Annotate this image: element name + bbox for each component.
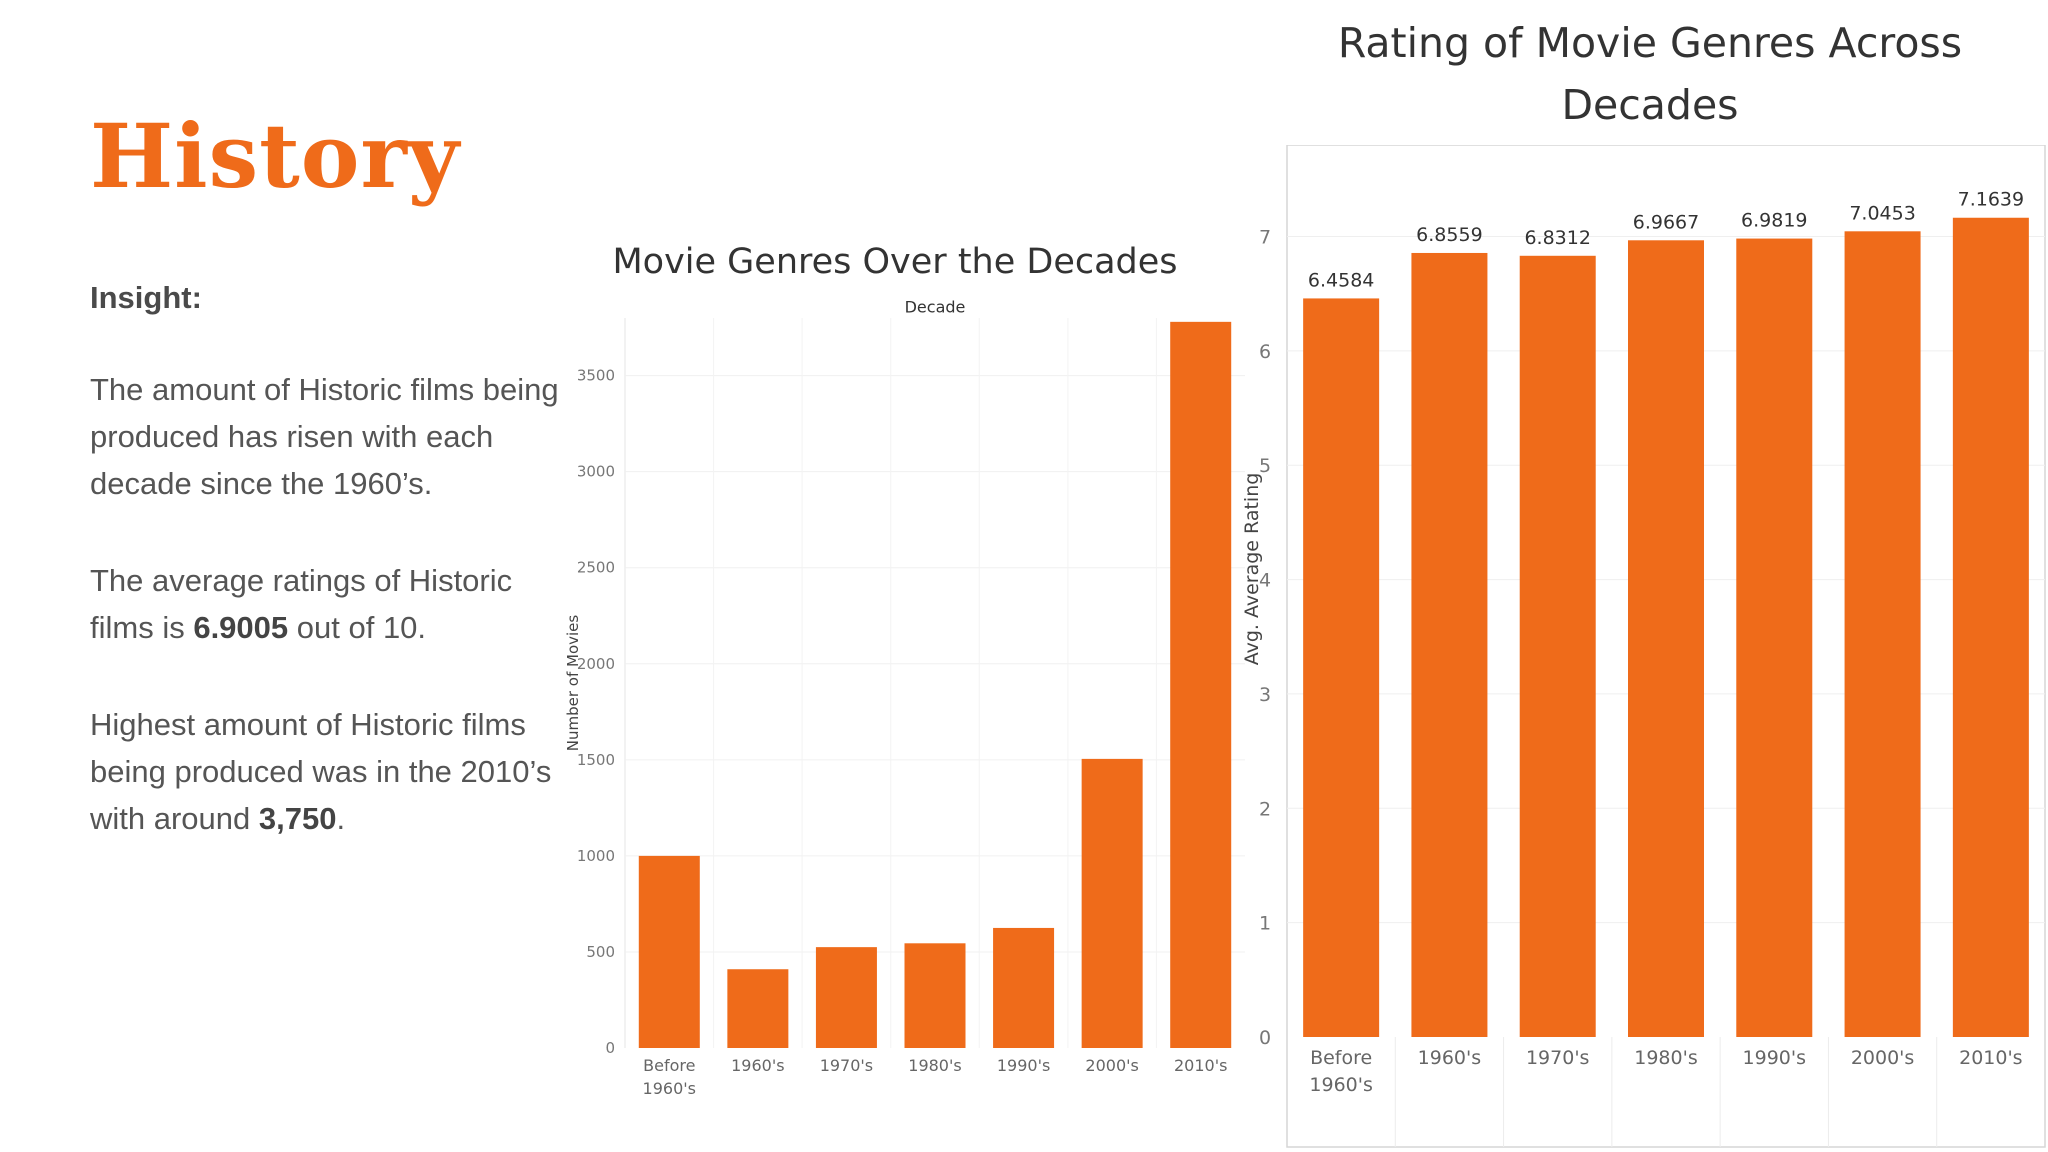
chart2-data-label: 6.4584 <box>1308 269 1374 291</box>
chart2-title: Rating of Movie Genres Across Decades <box>1337 19 1963 129</box>
chart1-ytick-label: 2500 <box>577 559 615 577</box>
chart2-data-label: 6.8312 <box>1524 227 1590 249</box>
insight-paragraph-1: The amount of Historic films being produ… <box>90 372 559 501</box>
chart1-bar <box>1170 321 1232 1048</box>
chart2-ytick-label: 7 <box>1259 226 1271 248</box>
chart2-bar <box>1844 231 1921 1038</box>
chart2-ytick-label: 0 <box>1259 1027 1271 1049</box>
page-title: History <box>90 104 460 208</box>
chart2-data-label: 6.9819 <box>1741 210 1807 232</box>
insight-paragraph-2: The average ratings of Historic films is… <box>90 557 560 651</box>
chart2-xtick-label: 1980's <box>1634 1047 1697 1069</box>
insight-p2-text: The average ratings of Historic films is <box>90 563 513 645</box>
chart2-ytick-label: 5 <box>1259 455 1271 477</box>
insight-p3-text: Highest amount of Historic films being p… <box>90 707 552 836</box>
chart1-bar <box>727 969 789 1048</box>
chart1-bar <box>993 927 1055 1048</box>
chart1-xtick-label: Before <box>643 1056 695 1075</box>
avg-rating-value: 6.9005 <box>193 610 289 645</box>
chart2-xtick-label: Before <box>1310 1047 1372 1069</box>
chart2-frame <box>1286 145 2046 1148</box>
insight-p3-tail: . <box>336 801 346 836</box>
chart1-bar <box>638 855 700 1048</box>
chart2-bar <box>1519 255 1596 1037</box>
chart2-data-label: 6.8559 <box>1416 224 1482 246</box>
chart1-ytick-label: 0 <box>605 1039 615 1057</box>
chart2-bar <box>1736 238 1813 1037</box>
chart2-xtick-label: 1970's <box>1526 1047 1589 1069</box>
chart1-plot: Decade Number of Movies 0 500 1000 1500 2000 25… <box>564 300 1245 1098</box>
chart1-bar <box>904 943 966 1048</box>
chart1-xtick-label: 1980's <box>908 1056 961 1075</box>
chart2-data-label: 7.0453 <box>1849 202 1915 224</box>
insight-panel: Insight: The amount of Historic films be… <box>90 280 560 892</box>
chart2-bar <box>1411 252 1488 1037</box>
insight-p2-tail: out of 10. <box>288 610 427 645</box>
peak-count-value: 3,750 <box>258 801 337 836</box>
chart2-bar <box>1628 240 1704 1037</box>
chart1-xtick-label: 1990's <box>997 1056 1050 1075</box>
chart1-ytick-label: 500 <box>586 943 615 961</box>
chart1-xaxis-title: Decade <box>905 300 966 317</box>
insight-heading: Insight: <box>90 280 202 315</box>
chart1-title: Movie Genres Over the Decades <box>612 242 1178 282</box>
chart2-xtick-label: 2000's <box>1851 1047 1914 1069</box>
chart1-bar <box>1081 758 1143 1048</box>
chart2-ytick-label: 6 <box>1259 341 1271 363</box>
chart2-yaxis-title: Avg. Average Rating <box>1241 473 1263 666</box>
chart2-ytick-label: 1 <box>1259 913 1271 935</box>
chart2-plot: Avg. Average Rating 0 1 2 3 4 5 6 7 6.4584 Before 1… <box>1241 145 2046 1148</box>
chart2-xtick-label: 1990's <box>1743 1047 1806 1069</box>
chart2-xtick-label: 1960's <box>1418 1047 1481 1069</box>
chart1-xtick-label: 2010's <box>1174 1056 1227 1075</box>
chart1-xtick-label: 1960's <box>731 1056 784 1075</box>
chart2-data-label: 6.9667 <box>1633 211 1699 233</box>
chart1-bar <box>815 947 877 1048</box>
chart1-ytick-label: 3500 <box>577 367 615 385</box>
chart2-ytick-label: 3 <box>1259 684 1271 706</box>
chart1-xtick-label: 1970's <box>820 1056 873 1075</box>
chart2-data-label: 7.1639 <box>1958 189 2024 211</box>
chart2-ytick-label: 4 <box>1259 570 1271 592</box>
chart2-bar <box>1303 298 1380 1037</box>
chart1-xtick-label: 1960's <box>643 1079 696 1098</box>
chart2-ytick-label: 2 <box>1259 798 1271 820</box>
chart1-ytick-label: 3000 <box>577 463 615 481</box>
chart1-xtick-label: 2000's <box>1085 1056 1138 1075</box>
insight-paragraph-3: Highest amount of Historic films being p… <box>90 701 560 842</box>
chart1-ytick-label: 2000 <box>577 655 615 673</box>
chart1-ytick-label: 1000 <box>577 847 615 865</box>
chart2-bar <box>1952 217 2029 1037</box>
chart1-ytick-label: 1500 <box>577 751 615 769</box>
chart1-yaxis-title: Number of Movies <box>564 615 582 752</box>
chart2-xtick-label: 1960's <box>1309 1074 1372 1096</box>
chart2-xtick-label: 2010's <box>1959 1047 2022 1069</box>
